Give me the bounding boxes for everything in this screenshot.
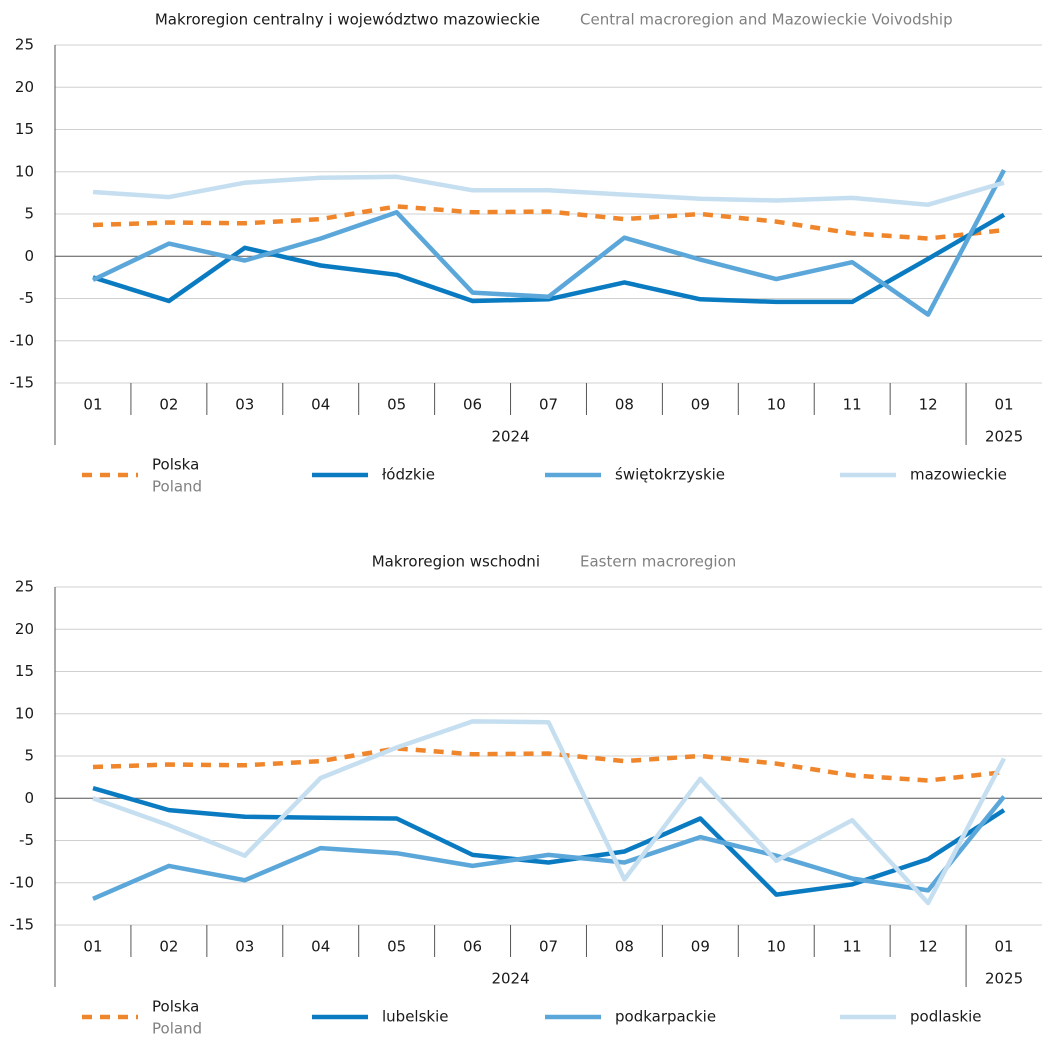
- year-label: 2025: [985, 970, 1023, 988]
- x-tick-label: 10: [767, 396, 786, 414]
- series-line: [92, 169, 1006, 317]
- y-tick-label: -10: [10, 873, 35, 891]
- y-tick-label: -15: [10, 374, 35, 392]
- x-tick-label: 10: [767, 938, 786, 956]
- y-tick-label: 10: [15, 704, 34, 722]
- x-tick-label: 03: [235, 938, 254, 956]
- y-tick-label: -5: [19, 289, 34, 307]
- y-tick-label: 15: [15, 662, 34, 680]
- chart-subtitle: Eastern macroregion: [580, 553, 736, 571]
- x-tick-label: 09: [691, 396, 710, 414]
- x-tick-label: 08: [615, 396, 634, 414]
- y-tick-label: 5: [24, 205, 34, 223]
- y-tick-label: 25: [15, 578, 34, 596]
- y-tick-label: -15: [10, 916, 35, 934]
- legend-label-en: Poland: [152, 478, 202, 496]
- y-tick-label: -10: [10, 331, 35, 349]
- legend-label: Polska: [152, 998, 199, 1016]
- legend-label: świętokrzyskie: [615, 466, 725, 484]
- x-tick-label: 08: [615, 938, 634, 956]
- x-tick-label: 02: [159, 396, 178, 414]
- x-tick-label: 09: [691, 938, 710, 956]
- legend-label-en: Poland: [152, 1020, 202, 1038]
- chart-title: Makroregion centralny i województwo mazo…: [155, 11, 540, 29]
- x-tick-label: 11: [843, 938, 862, 956]
- x-tick-label: 03: [235, 396, 254, 414]
- chart-subtitle: Central macroregion and Mazowieckie Voiv…: [580, 11, 953, 29]
- x-tick-label: 01: [83, 396, 102, 414]
- y-tick-label: 5: [24, 747, 34, 765]
- series-line: [92, 795, 1006, 901]
- y-tick-label: 20: [15, 620, 34, 638]
- x-tick-label: 12: [919, 938, 938, 956]
- y-tick-label: -5: [19, 831, 34, 849]
- y-tick-label: 10: [15, 162, 34, 180]
- legend-label: Polska: [152, 456, 199, 474]
- y-tick-label: 15: [15, 120, 34, 138]
- x-tick-label: 04: [311, 396, 330, 414]
- legend-label: mazowieckie: [910, 466, 1007, 484]
- x-tick-label: 06: [463, 396, 482, 414]
- series-line: [92, 719, 1006, 906]
- x-tick-label: 01: [994, 938, 1013, 956]
- x-tick-label: 06: [463, 938, 482, 956]
- legend-label: podkarpackie: [615, 1008, 716, 1026]
- x-tick-label: 07: [539, 938, 558, 956]
- chart-title: Makroregion wschodni: [372, 553, 540, 571]
- legend-label: podlaskie: [910, 1008, 981, 1026]
- x-tick-label: 05: [387, 396, 406, 414]
- x-tick-label: 01: [83, 938, 102, 956]
- x-tick-label: 04: [311, 938, 330, 956]
- x-tick-label: 12: [919, 396, 938, 414]
- y-tick-label: 0: [24, 789, 34, 807]
- x-tick-label: 02: [159, 938, 178, 956]
- x-tick-label: 01: [994, 396, 1013, 414]
- year-label: 2025: [985, 428, 1023, 446]
- legend-label: łódzkie: [382, 466, 435, 484]
- legend-label: lubelskie: [382, 1008, 449, 1026]
- year-label: 2024: [491, 970, 529, 988]
- series-line: [92, 785, 1006, 897]
- y-tick-label: 0: [24, 247, 34, 265]
- x-tick-label: 05: [387, 938, 406, 956]
- series-line: [92, 746, 1005, 783]
- y-tick-label: 20: [15, 78, 34, 96]
- series-line: [92, 174, 1005, 207]
- y-tick-label: 25: [15, 36, 34, 54]
- x-tick-label: 07: [539, 396, 558, 414]
- series-line: [92, 212, 1006, 305]
- year-label: 2024: [491, 428, 529, 446]
- x-tick-label: 11: [843, 396, 862, 414]
- series-line: [92, 204, 1005, 241]
